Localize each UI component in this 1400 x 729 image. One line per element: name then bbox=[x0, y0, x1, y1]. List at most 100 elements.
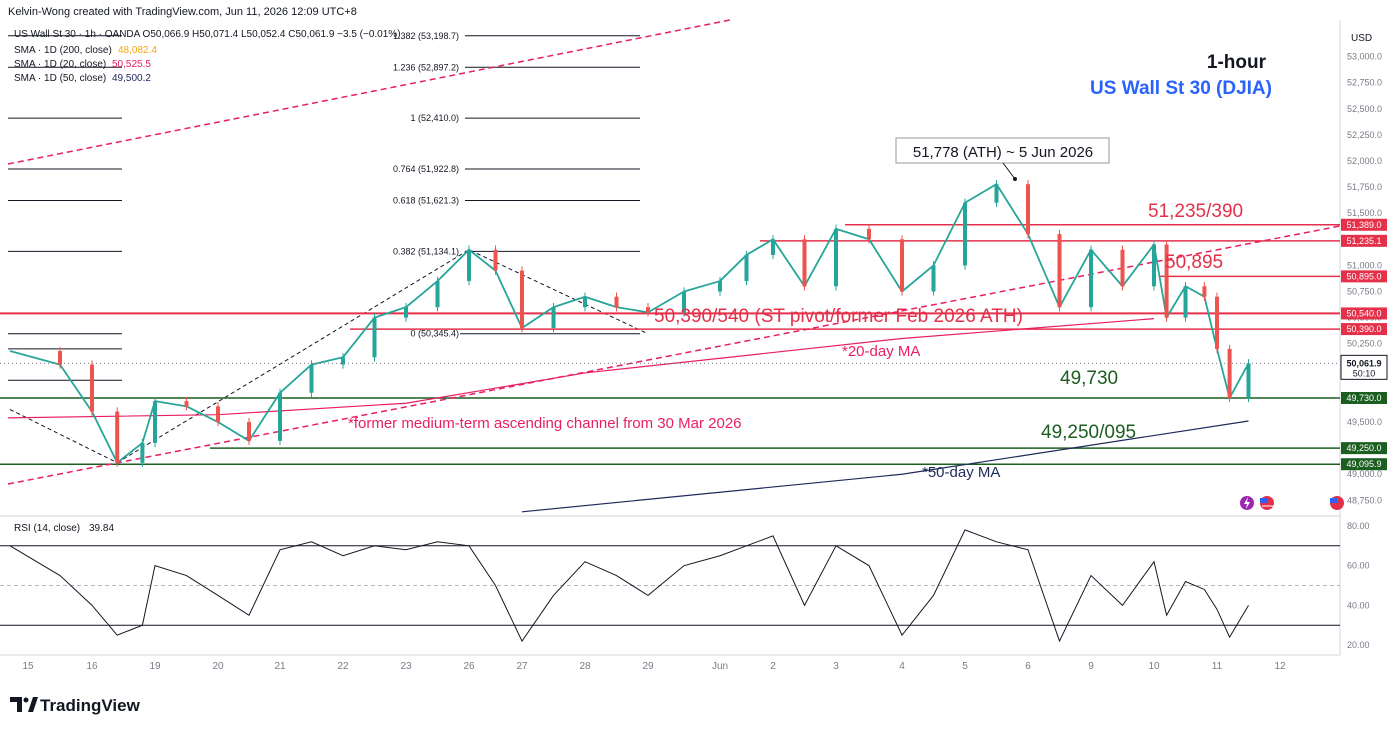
price-tick[interactable]: 49,000.0 bbox=[1347, 469, 1382, 479]
price-tag[interactable] bbox=[1341, 218, 1387, 231]
countdown-text: 50:10 bbox=[1353, 368, 1376, 378]
price-tag-text: 51,235.1 bbox=[1346, 236, 1381, 246]
candle-body bbox=[1164, 244, 1169, 318]
price-tick[interactable]: 50,750.0 bbox=[1347, 286, 1382, 296]
instrument-title: US Wall St 30 (DJIA) bbox=[1090, 78, 1272, 99]
price-tick[interactable]: 48,750.0 bbox=[1347, 495, 1382, 505]
time-tick[interactable]: 26 bbox=[463, 661, 475, 672]
candle-body bbox=[1215, 296, 1219, 349]
us-flag-icon-axis[interactable] bbox=[1330, 496, 1344, 510]
price-tag[interactable] bbox=[1341, 442, 1387, 455]
time-tick[interactable]: 3 bbox=[833, 661, 839, 672]
candle-body bbox=[341, 357, 345, 365]
price-tag-text: 51,389.0 bbox=[1346, 220, 1381, 230]
candle-body bbox=[404, 307, 408, 318]
pivot-label: 50,390/540 (ST pivot/former Feb 2026 ATH… bbox=[654, 306, 1023, 327]
candle-body bbox=[115, 411, 120, 463]
price-tick[interactable]: 49,500.0 bbox=[1347, 417, 1382, 427]
price-tag[interactable] bbox=[1341, 458, 1387, 471]
time-tick[interactable]: 11 bbox=[1212, 661, 1223, 672]
fib-swing-left[interactable] bbox=[9, 409, 118, 464]
time-tick[interactable]: 2 bbox=[770, 661, 776, 672]
candle-body bbox=[520, 270, 524, 329]
candle-body bbox=[802, 239, 807, 287]
time-tick[interactable]: 5 bbox=[962, 661, 968, 672]
time-tick[interactable]: 16 bbox=[86, 661, 98, 672]
credit-text: Kelvin-Wong created with TradingView.com… bbox=[8, 6, 357, 18]
ma50-line[interactable] bbox=[521, 420, 1249, 513]
candle-body bbox=[718, 281, 722, 292]
rsi-line[interactable] bbox=[9, 529, 1249, 643]
price-tag[interactable] bbox=[1341, 234, 1387, 247]
candle-body bbox=[1089, 249, 1093, 308]
time-tick[interactable]: 27 bbox=[516, 661, 528, 672]
time-tick[interactable]: 21 bbox=[274, 661, 286, 672]
candle-body bbox=[1026, 184, 1030, 235]
price-tick[interactable]: 51,500.0 bbox=[1347, 208, 1382, 218]
price-tag[interactable] bbox=[1341, 307, 1387, 320]
price-tick[interactable]: 51,000.0 bbox=[1347, 260, 1382, 270]
candle-body bbox=[867, 228, 871, 240]
ma20-line[interactable] bbox=[7, 318, 1155, 419]
price-tick[interactable]: 50,250.0 bbox=[1347, 339, 1382, 349]
candle-body bbox=[467, 249, 471, 282]
rsi-tick[interactable]: 60.00 bbox=[1347, 561, 1370, 571]
price-tag[interactable] bbox=[1341, 270, 1387, 283]
price-tick[interactable]: 52,250.0 bbox=[1347, 130, 1382, 140]
price-tick[interactable]: 52,500.0 bbox=[1347, 104, 1382, 114]
current-price-tag[interactable] bbox=[1340, 354, 1388, 380]
rsi-label[interactable]: RSI (14, close) bbox=[14, 523, 80, 534]
sma20-label[interactable]: SMA · 1D (20, close) bbox=[14, 59, 106, 70]
lightning-icon[interactable] bbox=[1240, 496, 1254, 510]
candle-body bbox=[771, 239, 775, 255]
price-line[interactable] bbox=[9, 183, 1250, 464]
time-tick[interactable]: 9 bbox=[1088, 661, 1094, 672]
candle-body bbox=[834, 228, 838, 287]
channel-upper-line[interactable] bbox=[7, 19, 731, 165]
price-tick[interactable]: 51,750.0 bbox=[1347, 182, 1382, 192]
price-tag[interactable] bbox=[1341, 323, 1387, 336]
candle-body bbox=[1227, 348, 1232, 399]
time-tick[interactable]: 6 bbox=[1025, 661, 1031, 672]
candle-body bbox=[278, 392, 282, 441]
ma20-annotation: *20-day MA bbox=[842, 343, 920, 360]
time-tick[interactable]: 22 bbox=[337, 661, 349, 672]
price-tick[interactable]: 52,750.0 bbox=[1347, 78, 1382, 88]
candle-body bbox=[931, 265, 936, 292]
ma50-annotation: *50-day MA bbox=[922, 464, 1000, 481]
time-tick[interactable]: 20 bbox=[212, 661, 224, 672]
time-tick[interactable]: 29 bbox=[642, 661, 654, 672]
candle-body bbox=[247, 422, 251, 441]
candle-body bbox=[744, 254, 749, 282]
rsi-tick[interactable]: 80.00 bbox=[1347, 521, 1370, 531]
candle-body bbox=[994, 184, 999, 203]
fib-label: 1 (52,410.0) bbox=[410, 113, 459, 123]
price-tick[interactable]: 52,000.0 bbox=[1347, 156, 1382, 166]
us-flag-icon[interactable] bbox=[1260, 496, 1274, 510]
sma50-label[interactable]: SMA · 1D (50, close) bbox=[14, 73, 106, 84]
time-tick[interactable]: 10 bbox=[1148, 661, 1160, 672]
time-tick[interactable]: 19 bbox=[149, 661, 161, 672]
time-tick[interactable]: 28 bbox=[579, 661, 591, 672]
rsi-tick[interactable]: 40.00 bbox=[1347, 600, 1370, 610]
time-tick[interactable]: 15 bbox=[22, 661, 34, 672]
resistance-2-label: 51,235/390 bbox=[1148, 201, 1243, 222]
price-tag[interactable] bbox=[1341, 392, 1387, 405]
fib-label: 1.382 (53,198.7) bbox=[393, 31, 459, 41]
channel-lower-line[interactable] bbox=[7, 225, 1341, 485]
time-tick[interactable]: Jun bbox=[712, 661, 728, 672]
candle-body bbox=[216, 406, 220, 423]
time-tick[interactable]: 4 bbox=[899, 661, 905, 672]
time-tick[interactable]: 12 bbox=[1274, 661, 1286, 672]
currency-label[interactable]: USD bbox=[1351, 33, 1372, 44]
candle-body bbox=[493, 249, 498, 271]
sma200-label[interactable]: SMA · 1D (200, close) bbox=[14, 45, 112, 56]
rsi-tick[interactable]: 20.00 bbox=[1347, 640, 1370, 650]
price-tick[interactable]: 53,000.0 bbox=[1347, 52, 1382, 62]
candle-body bbox=[309, 364, 314, 393]
time-tick[interactable]: 23 bbox=[400, 661, 412, 672]
candle-body bbox=[1202, 286, 1207, 297]
price-tag-text: 50,540.0 bbox=[1346, 308, 1381, 318]
